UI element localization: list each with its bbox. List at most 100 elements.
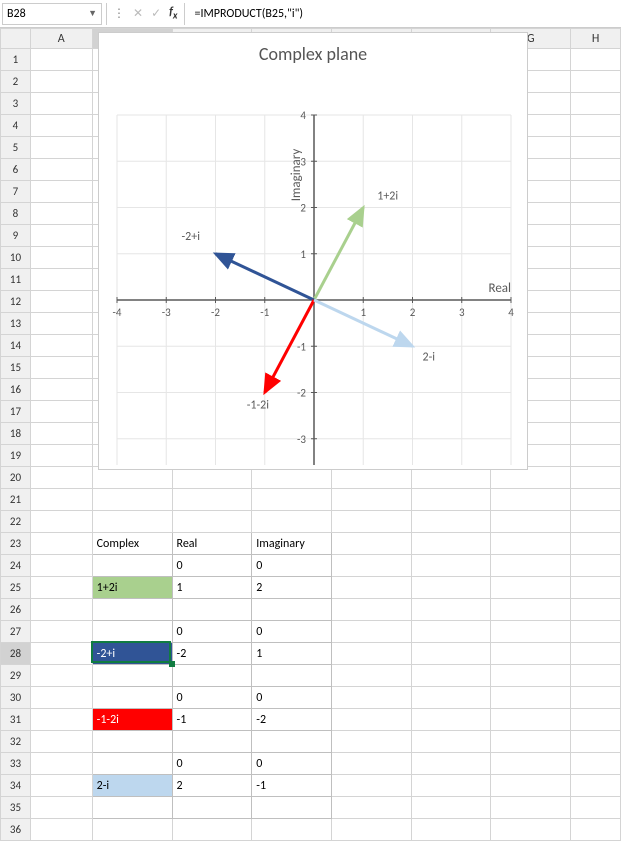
cell-E34[interactable] [332, 775, 412, 797]
cell-D31[interactable]: -2 [252, 709, 332, 731]
cell-H28[interactable] [571, 643, 621, 665]
cell-G32[interactable] [491, 731, 571, 753]
cell-G35[interactable] [491, 797, 571, 819]
row-header-11[interactable]: 11 [1, 269, 31, 291]
cell-F35[interactable] [411, 797, 491, 819]
cell-H35[interactable] [571, 797, 621, 819]
cell-H36[interactable] [571, 819, 621, 841]
cell-C35[interactable] [172, 797, 252, 819]
cell-H34[interactable] [571, 775, 621, 797]
row-header-13[interactable]: 13 [1, 313, 31, 335]
cell-E33[interactable] [332, 753, 412, 775]
cell-B35[interactable] [92, 797, 172, 819]
cell-D36[interactable] [252, 819, 332, 841]
cell-C33[interactable]: 0 [172, 753, 252, 775]
cell-F26[interactable] [411, 599, 491, 621]
cell-B21[interactable] [92, 489, 172, 511]
cell-G23[interactable] [491, 533, 571, 555]
cell-G26[interactable] [491, 599, 571, 621]
cell-H6[interactable] [571, 159, 621, 181]
select-all[interactable] [1, 29, 31, 49]
row-header-36[interactable]: 36 [1, 819, 31, 841]
cell-C26[interactable] [172, 599, 252, 621]
cell-B27[interactable] [92, 621, 172, 643]
cell-A12[interactable] [30, 291, 92, 313]
cell-H33[interactable] [571, 753, 621, 775]
cell-G30[interactable] [491, 687, 571, 709]
cell-A9[interactable] [30, 225, 92, 247]
cell-B34[interactable]: 2-i [92, 775, 172, 797]
cell-H25[interactable] [571, 577, 621, 599]
col-header-A[interactable]: A [30, 29, 92, 49]
cell-A31[interactable] [30, 709, 92, 731]
cell-H21[interactable] [571, 489, 621, 511]
row-header-18[interactable]: 18 [1, 423, 31, 445]
cell-B24[interactable] [92, 555, 172, 577]
cell-A10[interactable] [30, 247, 92, 269]
row-header-14[interactable]: 14 [1, 335, 31, 357]
cell-F36[interactable] [411, 819, 491, 841]
cell-F32[interactable] [411, 731, 491, 753]
row-header-25[interactable]: 25 [1, 577, 31, 599]
cell-D32[interactable] [252, 731, 332, 753]
row-header-12[interactable]: 12 [1, 291, 31, 313]
cell-H4[interactable] [571, 115, 621, 137]
cell-B36[interactable] [92, 819, 172, 841]
cell-D34[interactable]: -1 [252, 775, 332, 797]
cell-F22[interactable] [411, 511, 491, 533]
cell-E36[interactable] [332, 819, 412, 841]
cell-F31[interactable] [411, 709, 491, 731]
cell-H18[interactable] [571, 423, 621, 445]
row-header-8[interactable]: 8 [1, 203, 31, 225]
cell-F23[interactable] [411, 533, 491, 555]
cell-E21[interactable] [332, 489, 412, 511]
cell-C27[interactable]: 0 [172, 621, 252, 643]
cell-C34[interactable]: 2 [172, 775, 252, 797]
row-header-9[interactable]: 9 [1, 225, 31, 247]
cell-H20[interactable] [571, 467, 621, 489]
cell-D22[interactable] [252, 511, 332, 533]
row-header-29[interactable]: 29 [1, 665, 31, 687]
cell-A11[interactable] [30, 269, 92, 291]
cell-A36[interactable] [30, 819, 92, 841]
cell-E31[interactable] [332, 709, 412, 731]
cell-H30[interactable] [571, 687, 621, 709]
cell-B31[interactable]: -1-2i [92, 709, 172, 731]
cell-B32[interactable] [92, 731, 172, 753]
cell-B26[interactable] [92, 599, 172, 621]
cell-A7[interactable] [30, 181, 92, 203]
row-header-16[interactable]: 16 [1, 379, 31, 401]
cell-H31[interactable] [571, 709, 621, 731]
cell-E24[interactable] [332, 555, 412, 577]
row-header-27[interactable]: 27 [1, 621, 31, 643]
cell-A33[interactable] [30, 753, 92, 775]
cell-A18[interactable] [30, 423, 92, 445]
name-box[interactable]: B28 ▼ [2, 3, 102, 25]
cell-A6[interactable] [30, 159, 92, 181]
cell-E32[interactable] [332, 731, 412, 753]
cell-A19[interactable] [30, 445, 92, 467]
cell-H3[interactable] [571, 93, 621, 115]
cell-H17[interactable] [571, 401, 621, 423]
row-header-2[interactable]: 2 [1, 71, 31, 93]
cell-H10[interactable] [571, 247, 621, 269]
cell-B22[interactable] [92, 511, 172, 533]
cell-G24[interactable] [491, 555, 571, 577]
cell-D29[interactable] [252, 665, 332, 687]
cell-G29[interactable] [491, 665, 571, 687]
cell-G22[interactable] [491, 511, 571, 533]
row-header-17[interactable]: 17 [1, 401, 31, 423]
row-header-28[interactable]: 28 [1, 643, 31, 665]
cell-A20[interactable] [30, 467, 92, 489]
cell-A4[interactable] [30, 115, 92, 137]
cell-D33[interactable]: 0 [252, 753, 332, 775]
fill-handle[interactable] [169, 661, 175, 667]
cell-H13[interactable] [571, 313, 621, 335]
cell-G28[interactable] [491, 643, 571, 665]
cell-A17[interactable] [30, 401, 92, 423]
row-header-15[interactable]: 15 [1, 357, 31, 379]
cell-H24[interactable] [571, 555, 621, 577]
cell-G31[interactable] [491, 709, 571, 731]
row-header-32[interactable]: 32 [1, 731, 31, 753]
cell-C21[interactable] [172, 489, 252, 511]
